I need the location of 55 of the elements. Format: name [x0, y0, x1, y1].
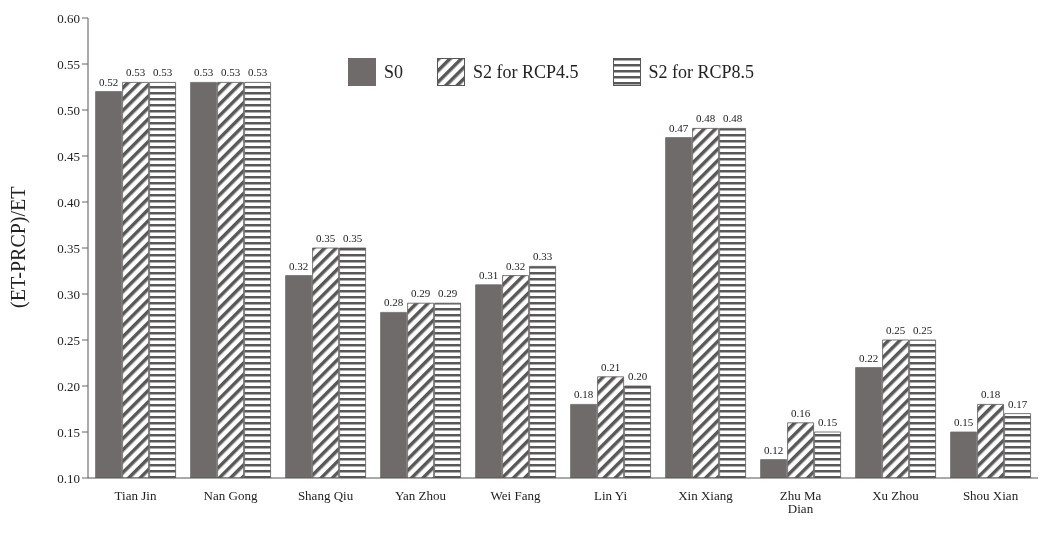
data-label: 0.15	[817, 416, 838, 428]
legend-label: S2 for RCP4.5	[473, 61, 579, 83]
y-tick-label: 0.10	[57, 470, 80, 486]
data-label: 0.16	[790, 406, 811, 419]
data-label: 0.48	[695, 112, 716, 125]
y-tick-label: 0.35	[57, 240, 80, 256]
data-label: 0.48	[722, 112, 743, 125]
x-tick-label: Wei Fang	[490, 488, 541, 503]
data-label: 0.32	[288, 259, 309, 272]
x-tick-label: Zhu Ma Dian	[779, 488, 822, 516]
data-label: 0.29	[437, 287, 458, 300]
data-label: 0.12	[763, 443, 784, 456]
data-label: 0.33	[532, 250, 553, 263]
data-label: 0.21	[600, 360, 621, 373]
y-tick-label: 0.15	[57, 424, 80, 440]
data-label: 0.18	[980, 388, 1001, 401]
x-tick-label: Xin Xiang	[678, 488, 734, 503]
data-label: 0.25	[885, 324, 906, 336]
y-tick-label: 0.55	[57, 56, 80, 72]
data-label: 0.53	[220, 66, 241, 79]
data-label: 0.52	[98, 75, 119, 88]
x-tick-label: Shang Qiu	[297, 488, 354, 503]
data-label: 0.53	[152, 66, 173, 79]
data-label: 0.35	[315, 232, 336, 244]
legend-label: S2 for RCP8.5	[648, 61, 755, 83]
data-label: 0.25	[912, 324, 933, 336]
y-tick-label: 0.20	[57, 378, 80, 394]
x-tick-label: Xu Zhou	[872, 488, 920, 503]
data-label: 0.17	[1007, 397, 1028, 410]
legend-label: S0	[384, 61, 404, 83]
y-tick-label: 0.40	[57, 194, 80, 210]
data-label: 0.53	[247, 66, 268, 79]
data-label: 0.32	[505, 259, 526, 272]
data-label: 0.31	[478, 268, 499, 281]
data-label: 0.47	[668, 121, 689, 134]
x-tick-label: Nan Gong	[203, 488, 258, 503]
data-label: 0.18	[573, 388, 594, 401]
y-tick-label: 0.50	[57, 102, 80, 118]
y-tick-label: 0.25	[57, 332, 80, 348]
x-tick-label: Tian Jin	[114, 488, 157, 503]
data-label: 0.28	[383, 296, 404, 309]
y-tick-label: 0.45	[57, 148, 80, 164]
data-label: 0.53	[193, 66, 214, 79]
data-label: 0.53	[125, 66, 146, 79]
data-label: 0.15	[953, 416, 974, 428]
x-tick-label: Shou Xian	[962, 488, 1019, 503]
data-label: 0.22	[858, 351, 879, 364]
y-axis-title: (ET-PRCP)/ET	[7, 186, 31, 308]
y-tick-label: 0.30	[57, 286, 80, 302]
data-label: 0.20	[627, 370, 648, 382]
x-tick-label: Yan Zhou	[394, 488, 447, 503]
y-tick-label: 0.60	[57, 10, 80, 26]
data-label: 0.35	[342, 232, 363, 244]
x-tick-label: Lin Yi	[593, 488, 628, 503]
data-label: 0.29	[410, 287, 431, 300]
